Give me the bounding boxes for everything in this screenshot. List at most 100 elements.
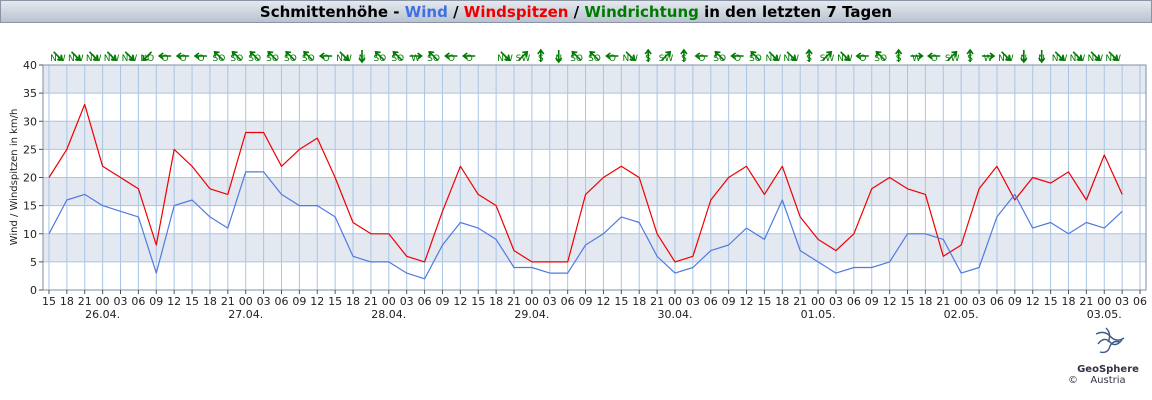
- direction-arrow: [1054, 51, 1065, 62]
- direction-label: SO: [302, 54, 315, 64]
- direction-arrow: [537, 48, 545, 62]
- direction-label: SO: [874, 54, 887, 64]
- x-tick-label: 12: [596, 295, 610, 308]
- direction-arrow: [982, 52, 996, 60]
- x-tick-label: 12: [310, 295, 324, 308]
- y-tick-label: 5: [30, 256, 37, 269]
- x-tick-label: 15: [1044, 295, 1058, 308]
- direction-arrow: [339, 51, 350, 62]
- x-tick-label: 03: [1115, 295, 1129, 308]
- direction-arrow: [124, 51, 135, 62]
- y-tick-label: 40: [23, 59, 37, 72]
- x-tick-label: 09: [722, 295, 736, 308]
- direction-label: SO: [749, 54, 762, 64]
- direction-arrow: [106, 51, 117, 62]
- y-tick-label: 0: [30, 284, 37, 297]
- date-label: 29.04.: [514, 308, 549, 321]
- x-tick-label: 18: [60, 295, 74, 308]
- date-label: 27.04.: [228, 308, 263, 321]
- y-tick-label: 15: [23, 200, 37, 213]
- x-tick-label: 00: [239, 295, 253, 308]
- x-tick-label: 03: [686, 295, 700, 308]
- direction-label: W: [411, 54, 420, 64]
- y-tick-label: 35: [23, 87, 37, 100]
- date-label: 01.05.: [801, 308, 836, 321]
- direction-label: O: [197, 54, 204, 64]
- x-tick-label: 00: [811, 295, 825, 308]
- y-axis-label: Wind / Windspitzen in km/h: [9, 109, 20, 246]
- x-tick-label: 21: [936, 295, 950, 308]
- direction-arrow: [1108, 51, 1119, 62]
- direction-arrow: [644, 48, 652, 62]
- direction-arrow: [589, 50, 600, 61]
- x-tick-label: 15: [757, 295, 771, 308]
- date-label: 26.04.: [85, 308, 120, 321]
- direction-label: O: [448, 54, 455, 64]
- direction-label: SO: [248, 54, 261, 64]
- x-tick-label: 18: [918, 295, 932, 308]
- x-tick-label: 21: [1079, 295, 1093, 308]
- x-tick-label: 03: [257, 295, 271, 308]
- direction-arrow: [661, 50, 672, 61]
- direction-arrow: [461, 52, 476, 60]
- direction-arrow: [157, 52, 172, 60]
- direction-arrow: [605, 52, 619, 60]
- date-label: 03.05.: [1087, 308, 1122, 321]
- direction-arrow: [318, 52, 333, 60]
- direction-arrow: [1020, 50, 1028, 64]
- direction-arrow: [70, 51, 81, 62]
- x-tick-label: 18: [346, 295, 360, 308]
- x-tick-label: 06: [1133, 295, 1147, 308]
- direction-label: SO: [588, 54, 601, 64]
- x-tick-label: 06: [274, 295, 288, 308]
- x-tick-label: 00: [1097, 295, 1111, 308]
- direction-label: SW: [820, 54, 835, 64]
- direction-arrow: [855, 52, 869, 60]
- copyright: ©: [1068, 375, 1078, 386]
- direction-arrow: [374, 50, 385, 61]
- x-tick-label: 09: [292, 295, 306, 308]
- direction-label: O: [323, 54, 330, 64]
- direction-arrow: [1038, 50, 1046, 64]
- x-tick-label: 21: [650, 295, 664, 308]
- direction-label: SO: [427, 54, 440, 64]
- grid-band: [43, 121, 1146, 150]
- direction-arrow: [894, 48, 903, 62]
- direction-arrow: [518, 50, 529, 61]
- direction-label: SO: [391, 54, 404, 64]
- x-tick-label: 18: [203, 295, 217, 308]
- x-tick-label: 12: [167, 295, 181, 308]
- title-part: in den letzten 7 Tagen: [699, 3, 892, 21]
- date-label: 30.04.: [657, 308, 692, 321]
- chart-title: Schmittenhöhe - Wind / Windspitzen / Win…: [260, 3, 892, 21]
- direction-label: SO: [713, 54, 726, 64]
- direction-arrow: [53, 51, 64, 62]
- direction-arrow: [730, 52, 744, 60]
- direction-label: SW: [516, 54, 531, 64]
- x-tick-label: 21: [221, 295, 235, 308]
- direction-arrow: [303, 50, 314, 61]
- x-tick-label: 03: [400, 295, 414, 308]
- x-tick-label: 09: [1008, 295, 1022, 308]
- direction-arrow: [500, 51, 511, 62]
- direction-label: O: [859, 54, 866, 64]
- direction-arrow: [571, 50, 582, 61]
- direction-arrow: [768, 51, 779, 62]
- x-tick-label: 18: [632, 295, 646, 308]
- direction-label: SO: [284, 54, 297, 64]
- x-tick-label: 21: [507, 295, 521, 308]
- x-tick-label: 15: [42, 295, 56, 308]
- direction-arrow: [714, 50, 725, 61]
- direction-arrow: [444, 52, 458, 60]
- x-tick-label: 18: [1061, 295, 1075, 308]
- title-part: Schmittenhöhe -: [260, 3, 405, 21]
- direction-arrow: [409, 52, 423, 60]
- x-tick-label: 15: [185, 295, 199, 308]
- grid-band: [43, 65, 1146, 94]
- title-part: Windspitzen: [464, 3, 569, 21]
- direction-arrow: [750, 50, 761, 61]
- direction-arrow: [625, 51, 636, 62]
- x-tick-label: 06: [847, 295, 861, 308]
- logo-name: GeoSphere: [1077, 364, 1139, 375]
